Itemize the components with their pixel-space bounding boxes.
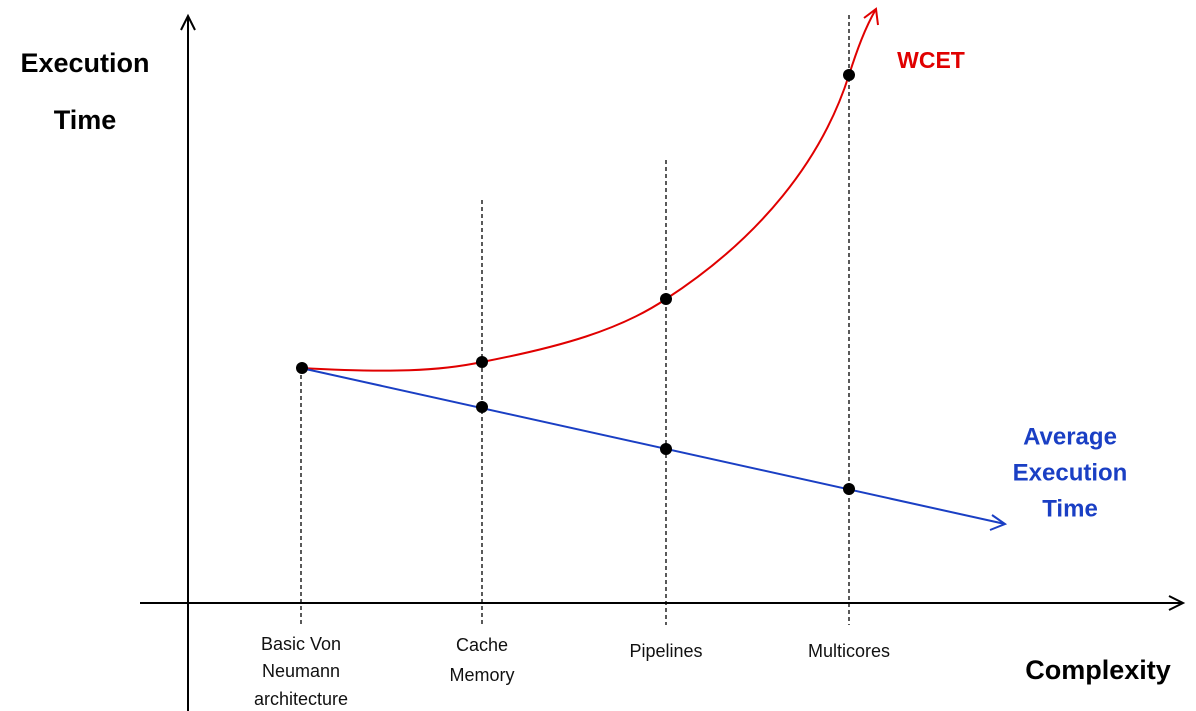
y-axis-label: Execution xyxy=(20,48,149,78)
category-label: Pipelines xyxy=(629,641,702,661)
point xyxy=(660,443,672,455)
average-arrow xyxy=(989,514,1008,531)
curve-label: Time xyxy=(1042,495,1098,522)
average-curve xyxy=(300,367,1006,525)
category-label: Basic Von xyxy=(261,634,341,654)
curve-label: WCET xyxy=(897,47,965,73)
y-axis-arrow xyxy=(180,13,196,31)
category-label: Cache xyxy=(456,635,508,655)
wcet-arrow xyxy=(863,7,879,26)
x-axis-label: Complexity xyxy=(1025,655,1171,685)
category-label: Neumann xyxy=(262,661,340,681)
wcet-curve xyxy=(300,8,877,372)
x-axis-arrow xyxy=(1168,595,1186,611)
point xyxy=(476,401,488,413)
category-label: Multicores xyxy=(808,641,890,661)
point xyxy=(843,69,855,81)
point xyxy=(476,356,488,368)
curve-label: Average xyxy=(1023,423,1117,450)
category-label: Memory xyxy=(449,665,514,685)
curve-label: Execution xyxy=(1013,459,1128,486)
point xyxy=(660,293,672,305)
y-axis-label: Time xyxy=(54,105,117,135)
category-label: architecture xyxy=(254,689,348,709)
point xyxy=(843,483,855,495)
point xyxy=(296,362,308,374)
